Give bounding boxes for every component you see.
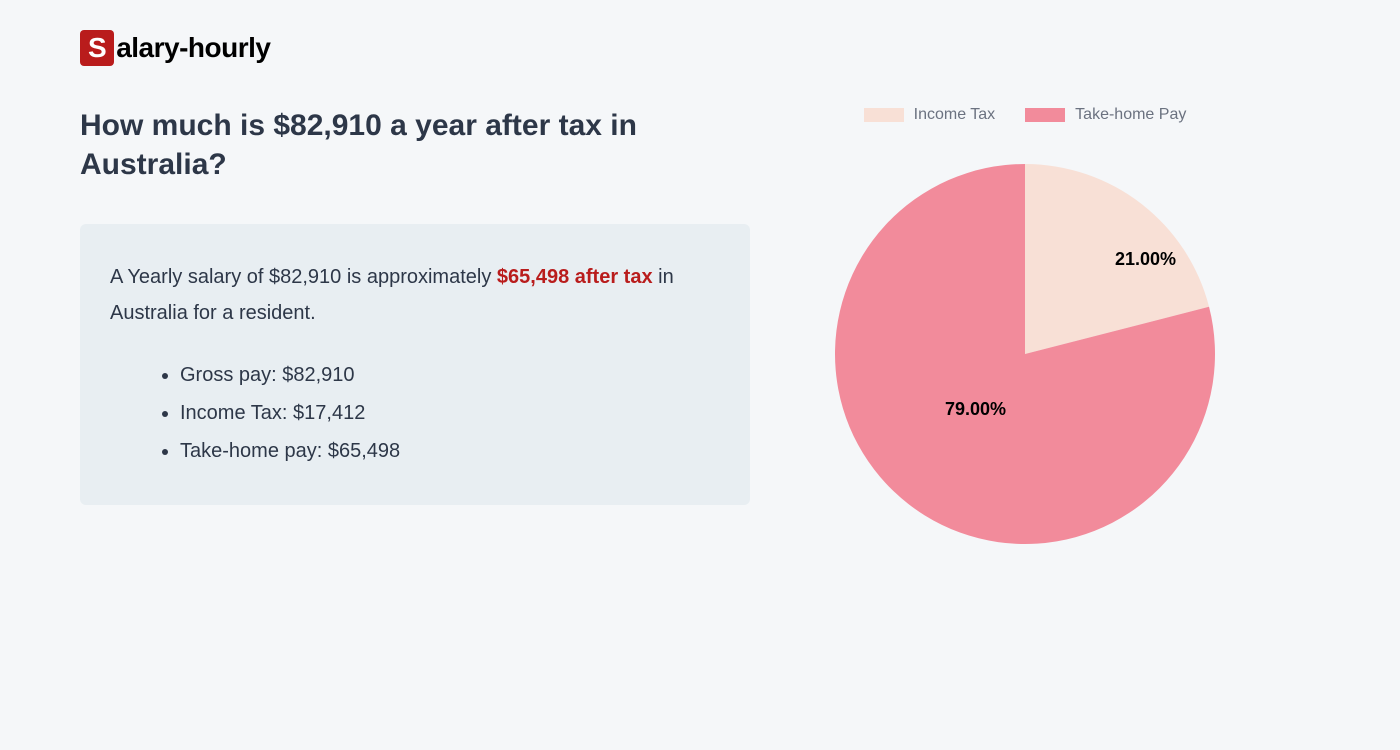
legend-label-income-tax: Income Tax (914, 106, 996, 124)
chart-legend: Income Tax Take-home Pay (864, 106, 1187, 124)
pie-svg (835, 144, 1215, 564)
page-heading: How much is $82,910 a year after tax in … (80, 106, 750, 184)
site-logo: Salary-hourly (80, 30, 1320, 66)
pie-label-take-home: 79.00% (945, 399, 1006, 420)
legend-swatch-income-tax (864, 108, 904, 122)
legend-income-tax: Income Tax (864, 106, 996, 124)
summary-highlight: $65,498 after tax (497, 266, 653, 288)
summary-box: A Yearly salary of $82,910 is approximat… (80, 224, 750, 505)
legend-take-home: Take-home Pay (1025, 106, 1186, 124)
pie-chart: 21.00% 79.00% (835, 144, 1215, 564)
pie-label-income-tax: 21.00% (1115, 249, 1176, 270)
logo-letter: S (80, 30, 114, 66)
legend-swatch-take-home (1025, 108, 1065, 122)
bullet-gross-pay: Gross pay: $82,910 (180, 356, 720, 394)
logo-text: alary-hourly (116, 32, 270, 64)
bullet-list: Gross pay: $82,910 Income Tax: $17,412 T… (110, 356, 720, 470)
content-container: How much is $82,910 a year after tax in … (80, 106, 1320, 564)
left-column: How much is $82,910 a year after tax in … (80, 106, 750, 564)
summary-prefix: A Yearly salary of $82,910 is approximat… (110, 266, 497, 288)
bullet-income-tax: Income Tax: $17,412 (180, 394, 720, 432)
summary-text: A Yearly salary of $82,910 is approximat… (110, 259, 720, 331)
legend-label-take-home: Take-home Pay (1075, 106, 1186, 124)
bullet-take-home: Take-home pay: $65,498 (180, 432, 720, 470)
right-column: Income Tax Take-home Pay 21.00% 79.00% (810, 106, 1240, 564)
